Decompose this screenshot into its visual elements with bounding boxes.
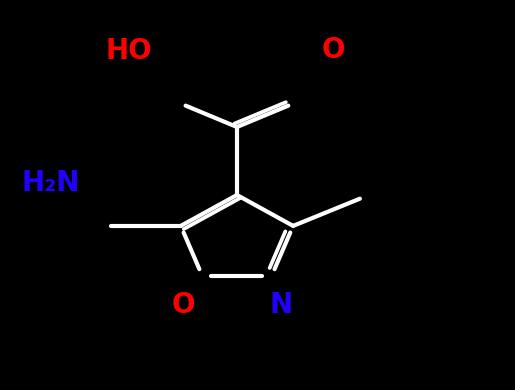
Text: O: O xyxy=(322,36,345,64)
Text: H₂N: H₂N xyxy=(22,169,80,197)
Text: HO: HO xyxy=(106,37,152,65)
Text: N: N xyxy=(269,291,292,319)
Text: O: O xyxy=(171,291,195,319)
